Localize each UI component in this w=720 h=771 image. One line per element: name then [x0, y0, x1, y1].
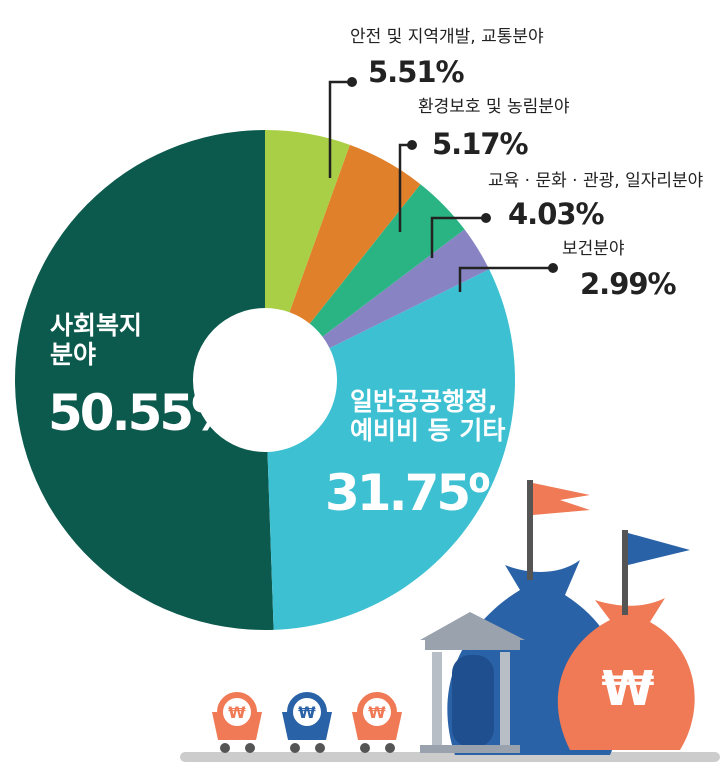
category-label: 사회복지 분야: [50, 311, 143, 369]
value-label: 4.03%: [508, 197, 605, 231]
value-label: 5.17%: [432, 127, 529, 161]
decoration: ₩ ₩ ₩ ₩: [180, 480, 720, 762]
slice: [289, 144, 421, 324]
value-label: 5.51%: [368, 55, 465, 89]
category-label: 교육 · 문화 · 관광, 일자리분야: [488, 171, 704, 191]
category-label: 안전 및 지역개발, 교통분야: [350, 27, 544, 47]
leader-dot: [481, 213, 491, 223]
leader-dot: [548, 263, 558, 273]
svg-text:₩: ₩: [298, 703, 316, 722]
slice: [322, 229, 490, 349]
leader-line: [430, 216, 486, 258]
svg-text:₩: ₩: [228, 703, 246, 722]
slice: [14, 130, 274, 630]
svg-text:₩: ₩: [602, 661, 655, 717]
value-label: 50.55%: [48, 384, 241, 442]
category-label: 보건분야: [562, 239, 625, 259]
value-label: 31.75%: [325, 464, 518, 522]
category-label: 일반공공행정, 예비비 등 기타: [350, 387, 506, 445]
svg-text:₩: ₩: [368, 703, 386, 722]
leader-line: [458, 266, 553, 292]
leader-dot: [407, 140, 417, 150]
slice: [309, 184, 465, 337]
slice: [267, 269, 515, 630]
category-label: 환경보호 및 농림분야: [418, 97, 570, 117]
value-label: 2.99%: [580, 267, 677, 301]
leader-line: [328, 80, 352, 178]
slice: [265, 130, 350, 313]
leader-dot: [347, 77, 357, 87]
